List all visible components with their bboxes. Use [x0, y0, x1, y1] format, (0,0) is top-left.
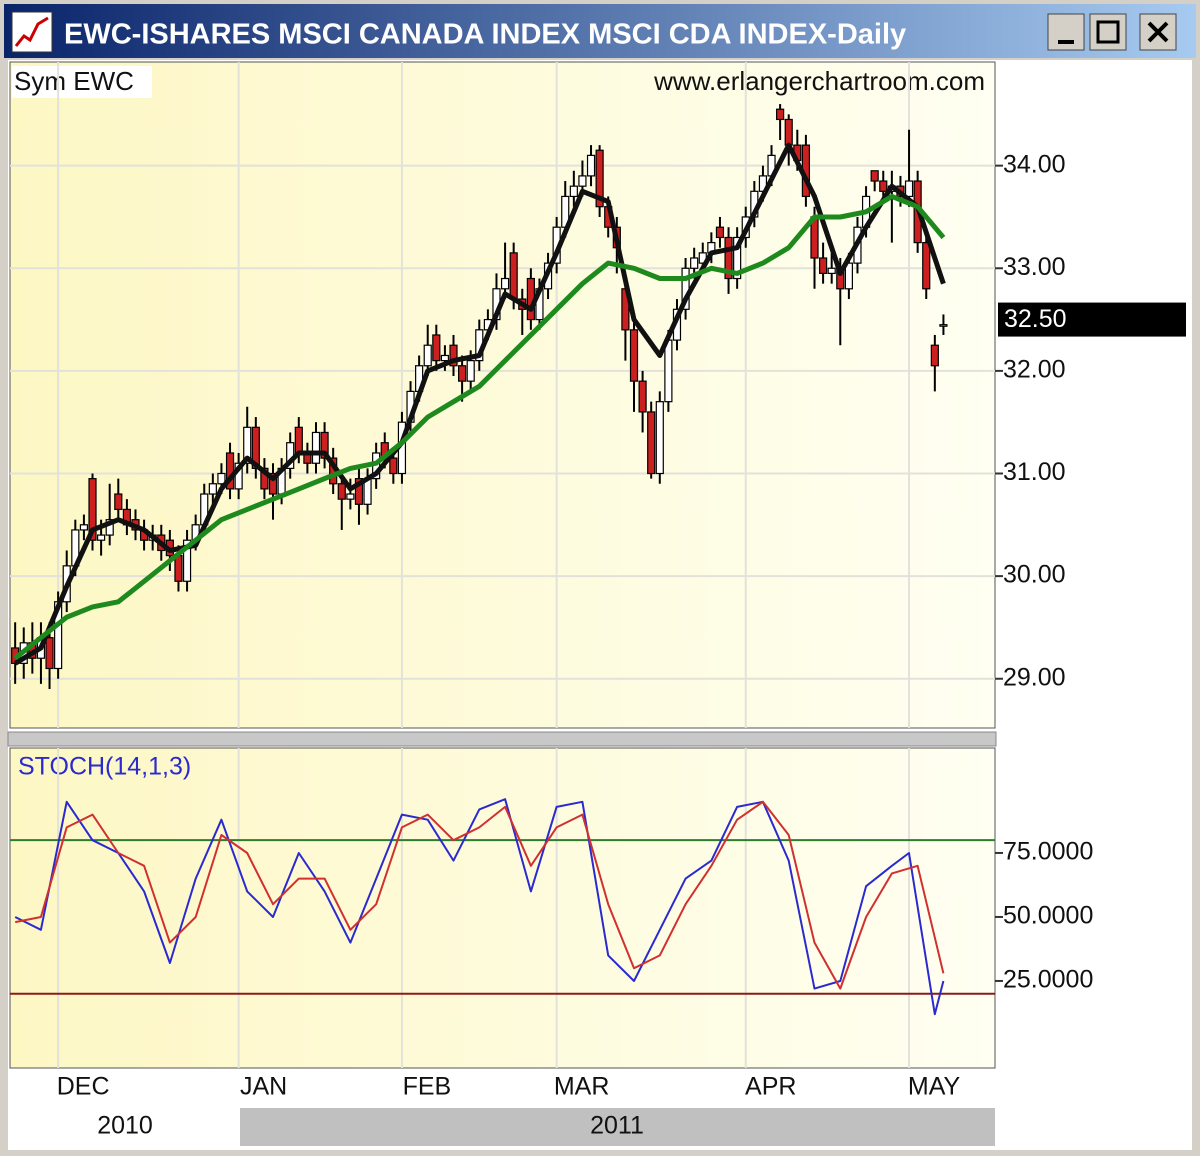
candle-body	[440, 354, 450, 362]
candle-body	[458, 365, 467, 382]
last-price-box	[998, 302, 1186, 337]
candle-body	[182, 539, 192, 582]
candle-body	[320, 431, 329, 459]
candle-body	[733, 236, 742, 280]
candle-body	[922, 242, 931, 290]
title-bar	[4, 4, 1196, 58]
candle-body	[879, 180, 888, 192]
candle-body	[337, 483, 346, 500]
candle-body	[389, 457, 398, 475]
candle-body	[208, 483, 217, 495]
maximize-icon	[1096, 20, 1120, 44]
year-band-2010	[10, 1108, 240, 1146]
candle-body	[354, 478, 364, 505]
symbol-box	[12, 66, 152, 98]
candle-body	[466, 360, 475, 382]
window-title: EWC-ISHARES MSCI CANADA INDEX MSCI CDA I…	[64, 19, 906, 51]
candle-body	[569, 185, 578, 198]
y-tick-label: 34.00	[1003, 150, 1066, 178]
y-tick-label: 32.00	[1003, 355, 1066, 383]
x-tick-label: JAN	[240, 1073, 287, 1101]
year-band-2011	[240, 1108, 995, 1146]
x-tick-label: MAY	[908, 1073, 961, 1101]
candle-body	[664, 339, 673, 403]
y-tick-label: 50.0000	[1003, 902, 1093, 930]
x-tick-label: APR	[745, 1073, 796, 1101]
candle-body	[251, 426, 260, 469]
x-tick-label: DEC	[57, 1073, 110, 1101]
stoch-panel	[9, 747, 996, 1069]
candle-body	[105, 519, 114, 536]
candle-body	[79, 524, 89, 531]
candle-body	[114, 493, 123, 511]
price-panel	[9, 61, 996, 729]
candle-body	[432, 334, 441, 362]
candle-body	[449, 344, 458, 367]
series-line	[14, 798, 945, 1016]
series-line	[13, 193, 946, 661]
candle-body	[904, 180, 914, 198]
last-price-label: 32.50	[1004, 305, 1067, 333]
candle-body	[311, 431, 321, 464]
year-label: 2010	[97, 1112, 153, 1140]
candle-body	[776, 108, 785, 121]
minimize-button[interactable]	[1047, 13, 1085, 51]
panel-separator	[7, 731, 997, 747]
candle-body	[715, 226, 725, 239]
maximize-button[interactable]	[1089, 13, 1127, 51]
candle-body	[268, 472, 278, 495]
candle-body	[243, 426, 252, 464]
candle-body	[784, 118, 793, 146]
candle-body	[655, 401, 664, 475]
series-line	[13, 142, 946, 666]
candle-body	[217, 472, 226, 485]
candle-body	[724, 236, 733, 280]
y-tick-label: 75.0000	[1003, 838, 1093, 866]
symbol-label: Sym EWC	[14, 66, 134, 96]
candle-body	[294, 426, 303, 454]
y-tick-label: 30.00	[1003, 561, 1066, 589]
candle-body	[827, 267, 836, 274]
candle-body	[509, 252, 518, 300]
candle-body	[88, 478, 97, 541]
candle-body	[870, 170, 879, 182]
x-tick-label: FEB	[403, 1073, 452, 1101]
y-tick-label: 33.00	[1003, 253, 1066, 281]
candle-body	[818, 257, 828, 274]
window-buttons	[1047, 13, 1177, 51]
candle-body	[690, 257, 699, 269]
candle-body	[97, 534, 106, 541]
candle-body	[647, 411, 656, 475]
candle-body	[260, 467, 269, 490]
candle-body	[578, 175, 587, 187]
candle-body	[939, 324, 948, 327]
watermark: www.erlangerchartroom.com	[653, 66, 985, 96]
close-icon	[1147, 21, 1169, 43]
candle-body	[500, 277, 510, 290]
candle-body	[638, 380, 647, 413]
candle-body	[423, 344, 432, 367]
year-label: 2011	[590, 1112, 644, 1140]
stoch-title: STOCH(14,1,3)	[18, 753, 191, 781]
y-tick-label: 29.00	[1003, 663, 1066, 691]
candle-body	[629, 329, 639, 382]
y-tick-label: 25.0000	[1003, 966, 1093, 994]
candle-body	[586, 154, 596, 177]
candle-body	[346, 493, 355, 500]
candle-body	[45, 637, 54, 670]
candle-body	[174, 554, 183, 582]
x-tick-label: MAR	[554, 1073, 610, 1101]
candle-body	[595, 149, 604, 208]
series-line	[15, 800, 945, 990]
icon-graph	[14, 16, 49, 47]
y-tick-label: 31.00	[1003, 458, 1066, 486]
candle-body	[930, 344, 939, 367]
